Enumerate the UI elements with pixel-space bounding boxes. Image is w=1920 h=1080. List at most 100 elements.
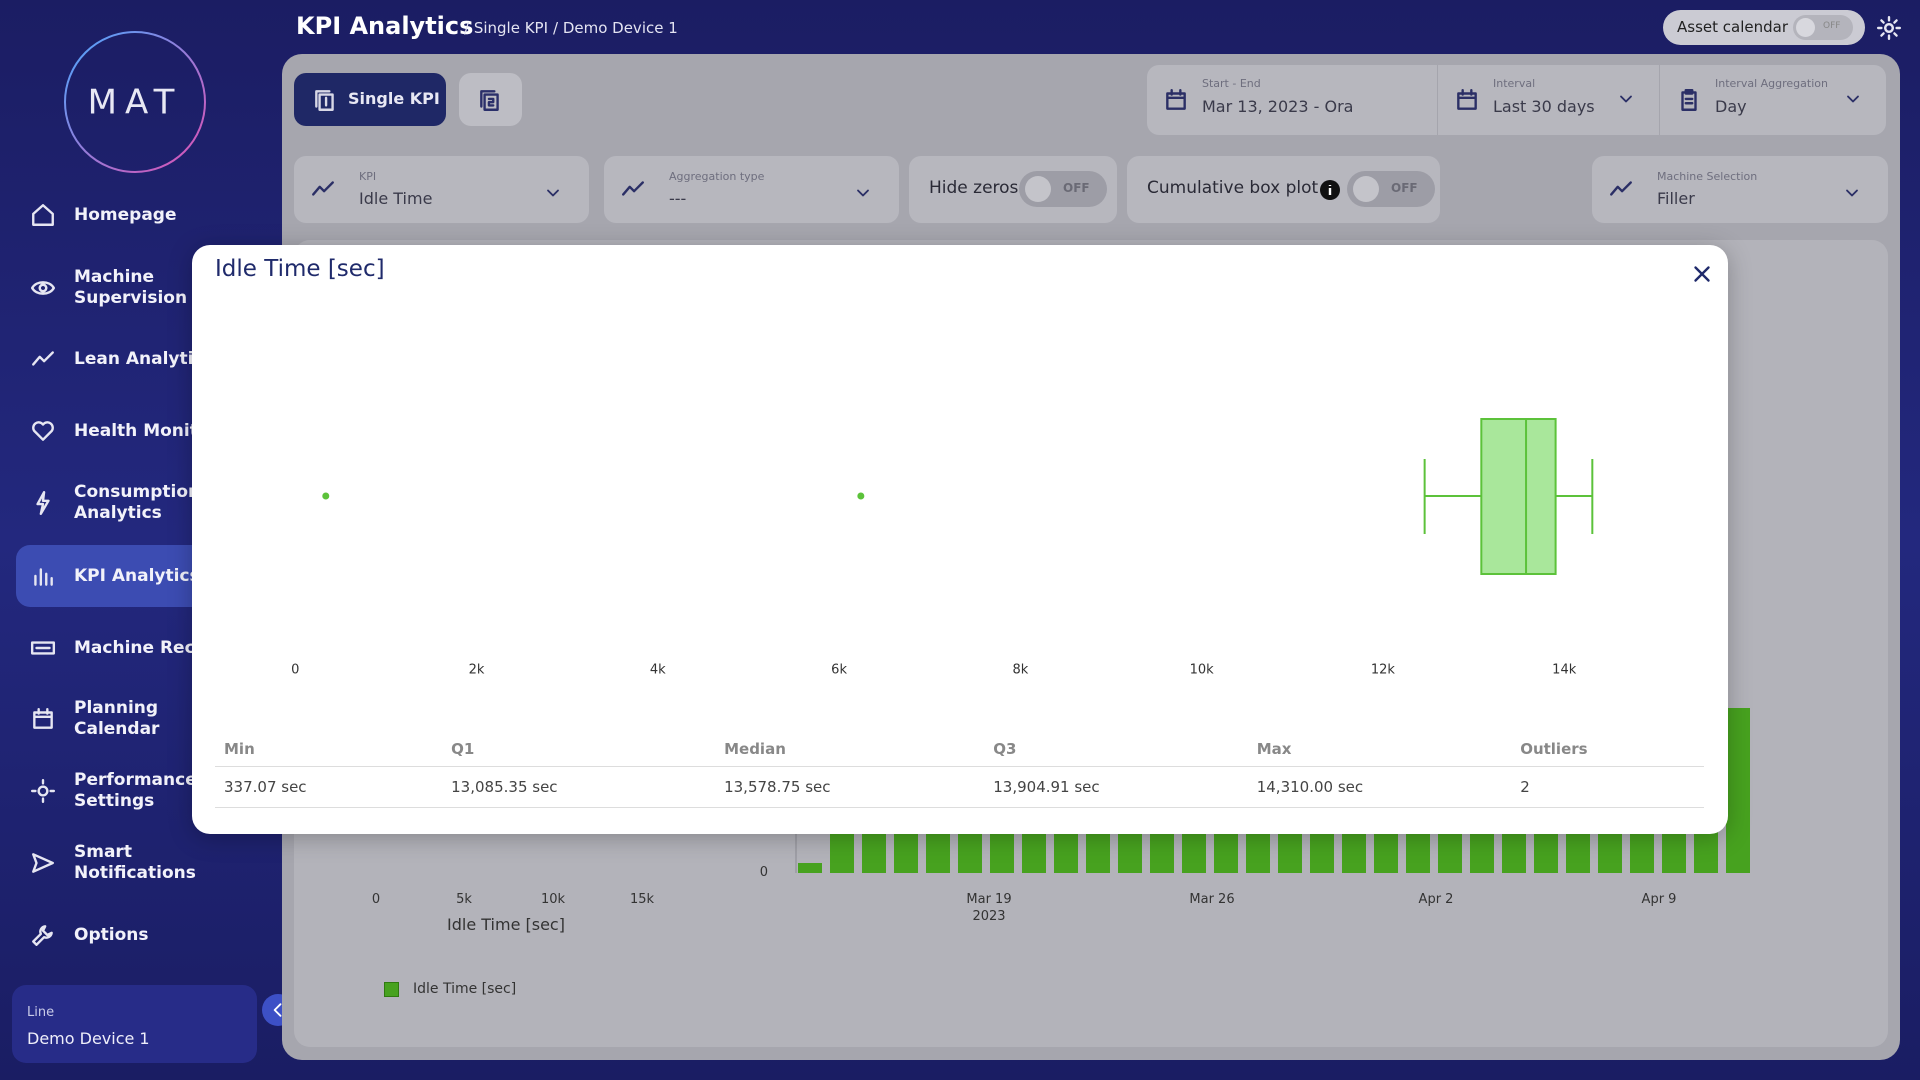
nav-icon bbox=[32, 925, 53, 946]
nav-item[interactable]: Performance Settings bbox=[16, 760, 262, 822]
icon-path bbox=[273, 1003, 282, 1017]
x-tick-label: 8k bbox=[1012, 663, 1028, 678]
table-header: Median bbox=[715, 732, 985, 767]
legend-swatch bbox=[384, 982, 399, 997]
nav-item[interactable]: Homepage bbox=[16, 184, 262, 246]
select-machine_selection[interactable]: Machine Selection Filler bbox=[1592, 156, 1888, 223]
toggle-switch[interactable]: OFF bbox=[1347, 171, 1435, 207]
info-icon[interactable] bbox=[1320, 180, 1340, 200]
icon-path bbox=[547, 189, 559, 197]
nav-label[interactable]: Health Monito bbox=[74, 420, 210, 441]
toggle-switch[interactable]: OFF bbox=[1019, 171, 1107, 207]
legend-label: Idle Time [sec] bbox=[413, 981, 517, 997]
date-block[interactable]: Start - End Mar 13, 2023 - Ora Interval Las… bbox=[1147, 65, 1886, 135]
breadcrumb: / Demo Device 1 bbox=[553, 19, 678, 37]
nav-item[interactable]: Planning Calendar bbox=[16, 688, 262, 750]
segment-value: Last 30 days bbox=[1493, 97, 1595, 116]
nav-item[interactable]: Health Monito bbox=[16, 400, 262, 462]
asset-calendar[interactable]: Asset calendar OFF bbox=[1663, 10, 1865, 45]
nav-icon bbox=[32, 204, 54, 226]
stats-table: Min Q1 Median Q3 Max Outliers 337.07 sec 13,085… bbox=[215, 732, 1704, 808]
icon-path bbox=[32, 925, 53, 946]
toggle-state: OFF bbox=[1063, 181, 1090, 195]
nav-label[interactable]: Options bbox=[74, 924, 149, 945]
nav-item[interactable]: Smart Notifications bbox=[16, 832, 262, 894]
logo-text: MAT bbox=[88, 83, 183, 123]
icon-path bbox=[30, 641, 56, 655]
logo-ring bbox=[64, 31, 206, 173]
x-tick-label: 12k bbox=[1371, 663, 1396, 678]
select-icon bbox=[312, 181, 334, 196]
toggle-hide_zeros[interactable]: Hide zeros OFF bbox=[909, 156, 1117, 223]
settings-icon[interactable] bbox=[1876, 15, 1902, 41]
nav-icon bbox=[30, 641, 56, 655]
select-label: KPI bbox=[359, 170, 377, 183]
nav-icon bbox=[33, 708, 53, 729]
nav-label[interactable]: Machine Reco bbox=[74, 637, 207, 658]
nav-icon bbox=[32, 853, 54, 873]
nav-label[interactable]: Homepage bbox=[74, 204, 177, 225]
nav-item[interactable]: Machine Supervision bbox=[16, 257, 262, 319]
select-label: Machine Selection bbox=[1657, 170, 1758, 183]
modal-title: Idle Time [sec] bbox=[215, 256, 385, 282]
select-label: Aggregation type bbox=[669, 170, 765, 183]
toggle-label: Hide zeros bbox=[929, 178, 1019, 198]
toggle-label: Cumulative box plot bbox=[1147, 178, 1319, 198]
x-tick-label: 6k bbox=[831, 663, 847, 678]
select-kpi[interactable]: KPI Idle Time bbox=[294, 156, 589, 223]
nav-item[interactable]: Lean Analytic bbox=[16, 328, 262, 390]
select-icon bbox=[1610, 181, 1632, 196]
tab-icon bbox=[480, 90, 499, 111]
nav-icon bbox=[32, 351, 54, 366]
icon-path bbox=[30, 778, 56, 804]
select-value: Idle Time bbox=[359, 189, 433, 208]
icon-path bbox=[1694, 266, 1710, 282]
nav-item[interactable]: Machine Reco bbox=[16, 617, 262, 679]
nav-item[interactable]: Options bbox=[16, 904, 262, 966]
select-aggregation_type[interactable]: Aggregation type --- bbox=[604, 156, 899, 223]
icon-path bbox=[32, 853, 54, 873]
nav-label[interactable]: Consumption Analytics bbox=[74, 482, 201, 523]
bar-stub bbox=[798, 863, 822, 873]
x-tick-label: 0 bbox=[371, 892, 381, 907]
x-tick-label: 4k bbox=[650, 663, 666, 678]
date-segment[interactable]: Start - End Mar 13, 2023 - Ora bbox=[1147, 65, 1447, 135]
icon-path bbox=[1846, 189, 1858, 197]
toggle-knob bbox=[1025, 176, 1051, 202]
nav-label[interactable]: Planning Calendar bbox=[74, 698, 160, 739]
date-tick-label: Mar 19 bbox=[966, 892, 1012, 907]
info-glyph bbox=[1328, 185, 1332, 195]
date-segment[interactable]: Interval Last 30 days bbox=[1437, 65, 1660, 135]
x-axis-label: Idle Time [sec] bbox=[447, 915, 565, 934]
table-cell: 13,578.75 sec bbox=[715, 766, 985, 808]
tab-multi-kpi[interactable] bbox=[459, 73, 522, 126]
x-tick-label: 15k bbox=[629, 892, 655, 907]
select-icon bbox=[622, 181, 644, 196]
tab-single-kpi[interactable]: Single KPI bbox=[294, 73, 446, 126]
nav-label[interactable]: Smart Notifications bbox=[74, 842, 196, 883]
close-button[interactable] bbox=[1689, 261, 1715, 287]
segment-label: Interval Aggregation bbox=[1715, 77, 1828, 90]
segment-icon bbox=[1457, 89, 1477, 110]
line-box[interactable]: Line Demo Device 1 bbox=[12, 985, 257, 1063]
box bbox=[1480, 418, 1557, 575]
date-tick-label: Apr 9 bbox=[1641, 892, 1677, 907]
segment-value: Mar 13, 2023 - Ora bbox=[1202, 97, 1354, 116]
nav-label[interactable]: KPI Analytics bbox=[74, 565, 200, 586]
toggle-state: OFF bbox=[1391, 181, 1418, 195]
nav-label[interactable]: Lean Analytic bbox=[74, 348, 204, 369]
toggle[interactable]: OFF bbox=[1793, 15, 1853, 40]
x-tick-label: 2k bbox=[469, 663, 485, 678]
nav-label[interactable]: Machine Supervision bbox=[74, 267, 188, 308]
date-tick-label: Apr 2 bbox=[1418, 892, 1454, 907]
toggle-cumulative_box_plot[interactable]: Cumulative box plot OFF bbox=[1127, 156, 1440, 223]
segment-icon bbox=[1166, 89, 1186, 110]
modal: Idle Time [sec] 0 2k 4k 6k 8k 10k 12k 14k Min Q1 Me… bbox=[192, 245, 1728, 834]
nav-item[interactable]: Consumption Analytics bbox=[16, 472, 262, 534]
table-cell: 14,310.00 sec bbox=[1247, 766, 1512, 808]
nav-label[interactable]: Performance Settings bbox=[74, 770, 197, 811]
date-segment[interactable]: Interval Aggregation Day bbox=[1659, 65, 1887, 135]
segment-label: Start - End bbox=[1202, 77, 1261, 90]
icon-path bbox=[32, 351, 54, 366]
